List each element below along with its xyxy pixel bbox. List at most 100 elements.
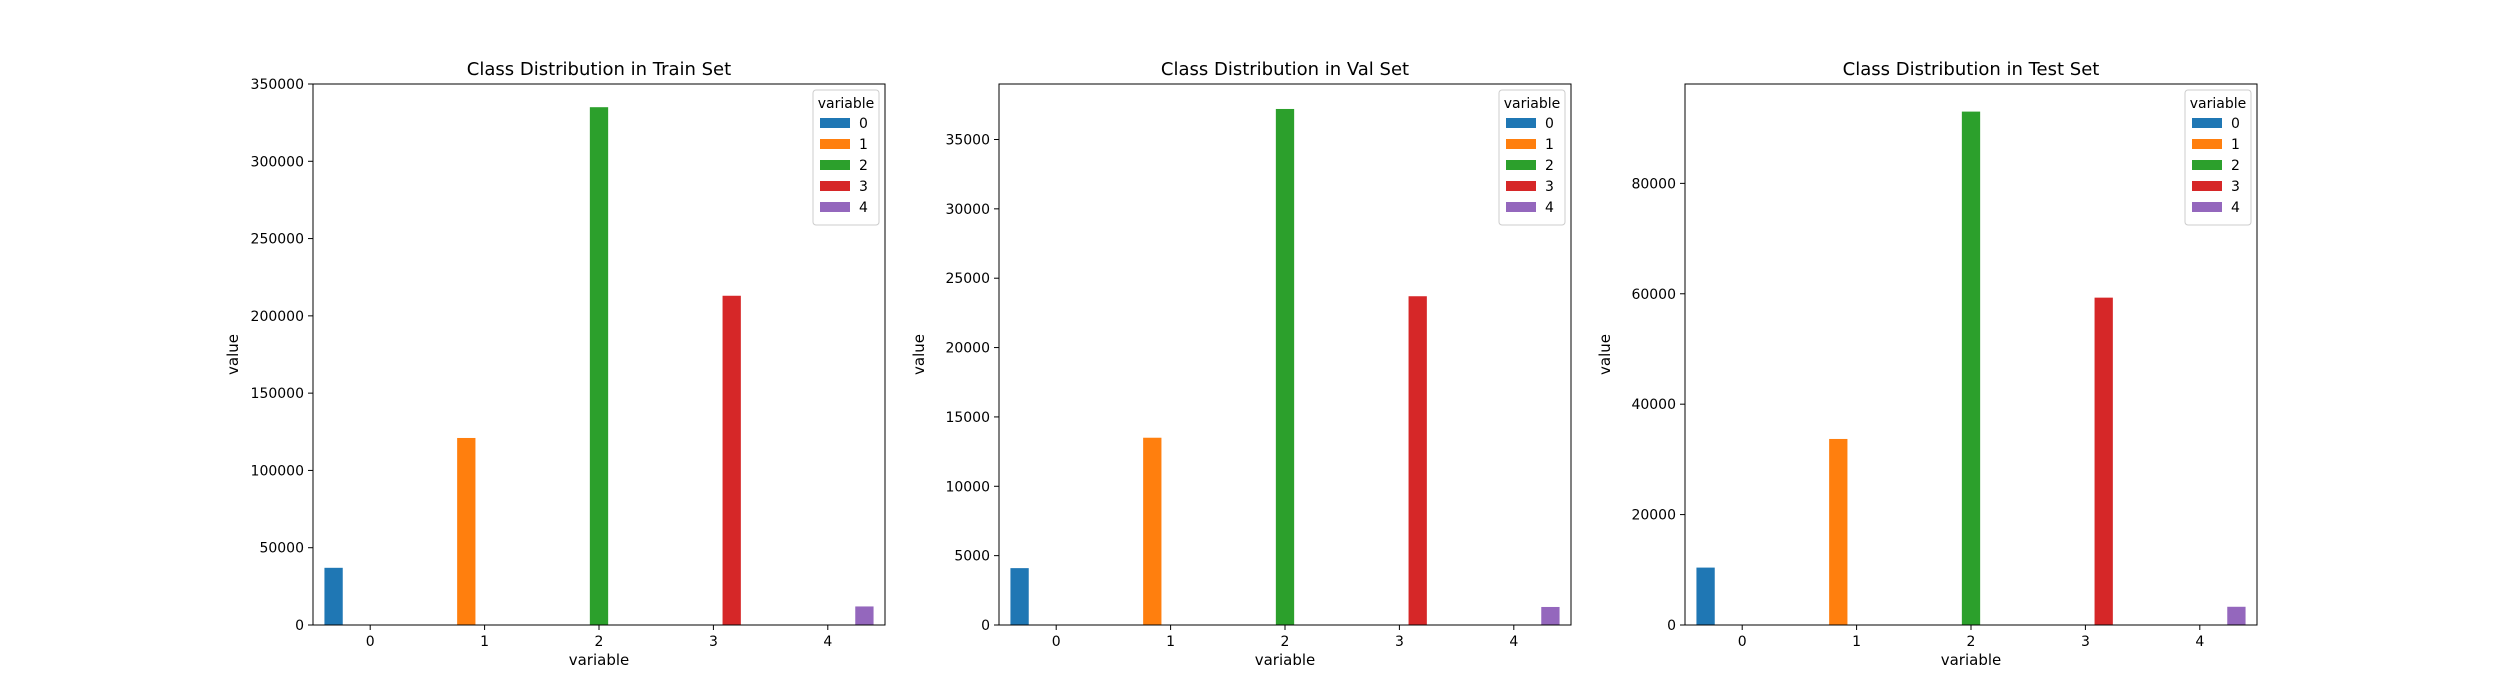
x-tick-label: 0 <box>366 634 375 650</box>
y-tick-label: 20000 <box>945 341 990 357</box>
chart-title: Class Distribution in Test Set <box>1843 59 2100 80</box>
bar-series-1-category-1 <box>457 437 476 625</box>
y-tick-label: 60000 <box>1631 287 1676 303</box>
legend-label-2: 2 <box>2231 158 2240 174</box>
bar-series-1-category-1 <box>1829 438 1848 625</box>
y-tick-label: 5000 <box>954 549 990 565</box>
x-tick-label: 2 <box>1281 634 1290 650</box>
bar-series-4-category-4 <box>855 606 874 625</box>
subplot-1: 0 5000 10000 15000 20000 25000 30000 35000 0 1 2 3 4… <box>910 59 1572 669</box>
legend-title: variable <box>1504 96 1560 112</box>
legend-swatch-3 <box>1506 181 1536 191</box>
x-tick-label: 2 <box>1967 634 1976 650</box>
legend-label-1: 1 <box>2231 137 2240 153</box>
bar-series-2-category-2 <box>1275 108 1295 626</box>
x-tick-label: 4 <box>1509 634 1518 650</box>
x-axis-label: variable <box>1255 651 1316 669</box>
y-axis-label: value <box>1596 334 1614 375</box>
chart-title: Class Distribution in Val Set <box>1161 59 1409 80</box>
y-tick-label: 10000 <box>945 479 990 495</box>
x-tick-label: 3 <box>1395 634 1404 650</box>
subplot-0: 0 50000 100000 150000 200000 250000 300000 3500… <box>224 59 886 669</box>
bar-series-3-category-3 <box>1408 296 1427 625</box>
legend-swatch-0 <box>820 118 850 128</box>
y-tick-label: 100000 <box>251 463 304 479</box>
y-tick-label: 30000 <box>945 202 990 218</box>
legend-label-3: 3 <box>859 179 868 195</box>
legend-swatch-1 <box>820 139 850 149</box>
bar-series-2-category-2 <box>1961 111 1981 626</box>
y-axis-label: value <box>224 334 242 375</box>
legend-swatch-2 <box>820 160 850 170</box>
bar-series-3-category-3 <box>722 295 741 625</box>
bar-series-0-category-0 <box>324 567 343 625</box>
y-tick-label: 0 <box>295 618 304 634</box>
chart-title: Class Distribution in Train Set <box>467 59 731 80</box>
y-tick-label: 15000 <box>945 410 990 426</box>
y-tick-label: 350000 <box>251 77 304 93</box>
x-axis-label: variable <box>1941 651 2002 669</box>
legend-swatch-1 <box>2192 139 2222 149</box>
legend-title: variable <box>818 96 874 112</box>
y-tick-label: 20000 <box>1631 508 1676 524</box>
legend-label-1: 1 <box>1545 137 1554 153</box>
legend-swatch-0 <box>1506 118 1536 128</box>
y-tick-label: 25000 <box>945 271 990 287</box>
legend-label-0: 0 <box>859 116 868 132</box>
legend-swatch-4 <box>820 202 850 212</box>
legend-label-0: 0 <box>2231 116 2240 132</box>
bars <box>324 107 874 625</box>
x-axis-label: variable <box>569 651 630 669</box>
x-tick-label: 0 <box>1738 634 1747 650</box>
legend-label-1: 1 <box>859 137 868 153</box>
legend-label-4: 4 <box>859 200 868 216</box>
legend: variable 0 1 2 3 4 <box>2184 89 2252 226</box>
legend-label-4: 4 <box>2231 200 2240 216</box>
x-tick-label: 0 <box>1052 634 1061 650</box>
bar-series-3-category-3 <box>2094 297 2113 625</box>
bar-series-1-category-1 <box>1143 437 1162 625</box>
legend: variable 0 1 2 3 4 <box>1498 89 1566 226</box>
y-tick-label: 300000 <box>251 154 304 170</box>
bar-series-2-category-2 <box>589 107 609 625</box>
legend-label-3: 3 <box>1545 179 1554 195</box>
y-tick-label: 50000 <box>259 541 304 557</box>
bar-series-4-category-4 <box>1541 606 1560 625</box>
legend-swatch-0 <box>2192 118 2222 128</box>
y-axis-label: value <box>910 334 928 375</box>
bars <box>1010 108 1560 626</box>
bar-series-0-category-0 <box>1010 568 1029 625</box>
y-tick-label: 80000 <box>1631 176 1676 192</box>
legend-swatch-3 <box>2192 181 2222 191</box>
legend-label-4: 4 <box>1545 200 1554 216</box>
subplots: 0500001000001500002000002500003000003500… <box>224 59 2258 669</box>
y-tick-label: 0 <box>1667 618 1676 634</box>
x-tick-label: 4 <box>2195 634 2204 650</box>
legend-label-2: 2 <box>1545 158 1554 174</box>
y-tick-label: 40000 <box>1631 397 1676 413</box>
x-tick-label: 1 <box>1852 634 1861 650</box>
subplot-2: 0 20000 40000 60000 80000 0 1 2 3 4 Class Distribu… <box>1596 59 2258 669</box>
y-tick-label: 0 <box>981 618 990 634</box>
y-tick-label: 250000 <box>251 232 304 248</box>
bars <box>1696 111 2246 626</box>
legend-label-0: 0 <box>1545 116 1554 132</box>
legend-label-3: 3 <box>2231 179 2240 195</box>
legend-title: variable <box>2190 96 2246 112</box>
legend-swatch-3 <box>820 181 850 191</box>
y-tick-label: 150000 <box>251 386 304 402</box>
legend-label-2: 2 <box>859 158 868 174</box>
y-tick-label: 35000 <box>945 132 990 148</box>
legend-swatch-2 <box>2192 160 2222 170</box>
y-tick-label: 200000 <box>251 309 304 325</box>
bar-series-0-category-0 <box>1696 567 1715 625</box>
legend-swatch-1 <box>1506 139 1536 149</box>
bar-series-4-category-4 <box>2227 606 2246 625</box>
legend-swatch-4 <box>2192 202 2222 212</box>
legend: variable 0 1 2 3 4 <box>812 89 880 226</box>
x-tick-label: 4 <box>823 634 832 650</box>
x-tick-label: 1 <box>480 634 489 650</box>
x-tick-label: 3 <box>709 634 718 650</box>
